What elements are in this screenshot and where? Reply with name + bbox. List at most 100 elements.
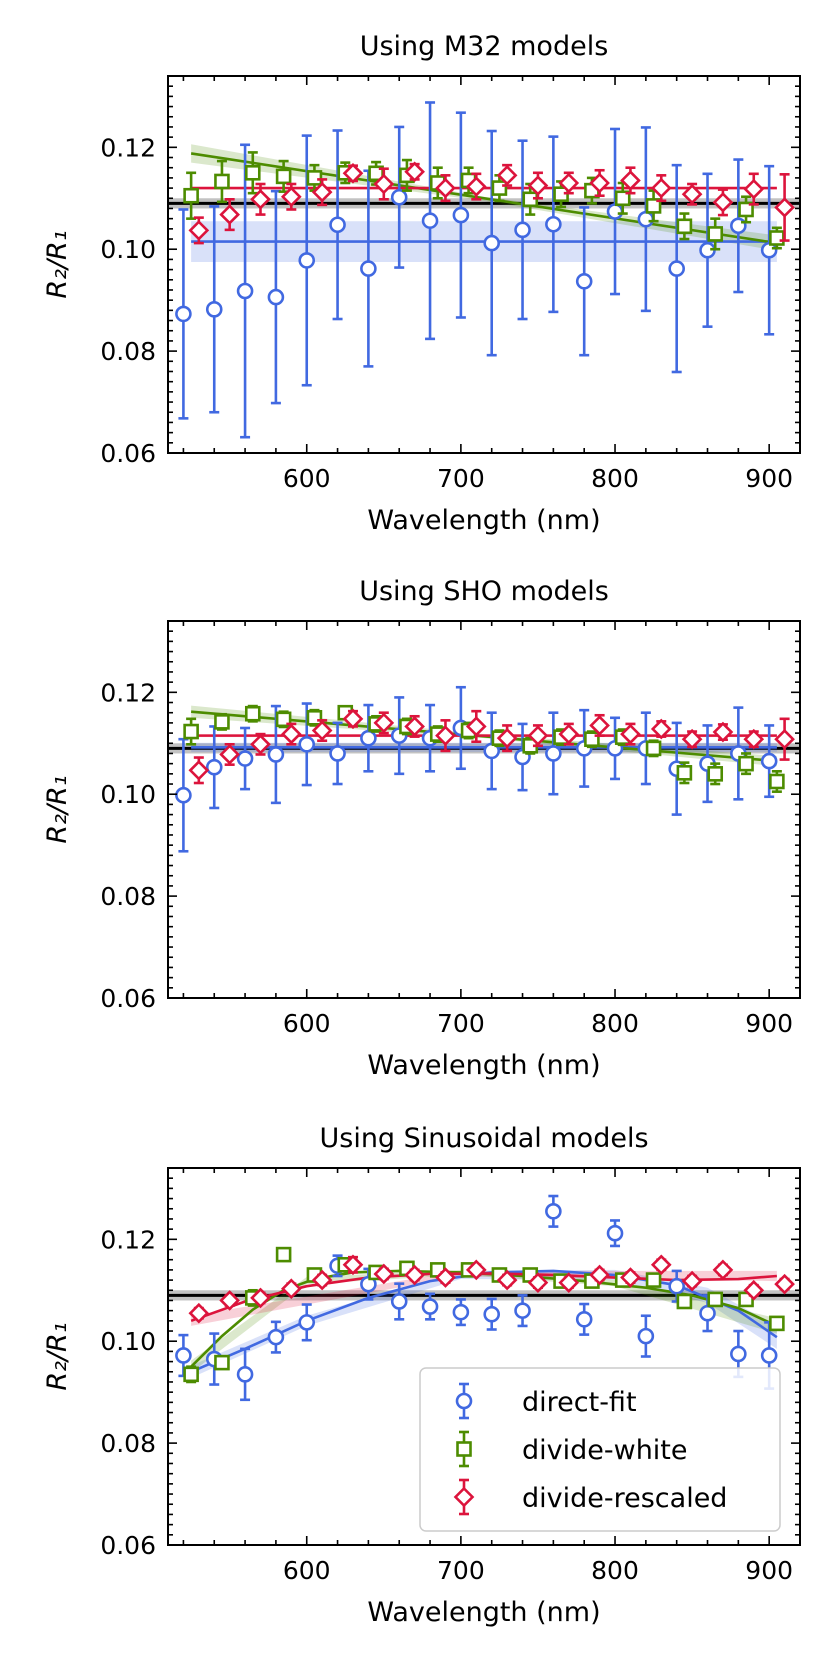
data-point-divide-rescaled xyxy=(435,1267,456,1288)
data-point-direct-fit xyxy=(760,752,778,770)
data-point-divide-rescaled xyxy=(712,721,734,743)
data-point-direct-fit xyxy=(390,1293,408,1310)
data-point-direct-fit xyxy=(637,210,655,228)
data-point-divide-white xyxy=(614,190,631,207)
y-tick-label: 0.12 xyxy=(100,678,156,707)
chart-panel-1: 600 700 800 900 0.06 0.08 0.10 0.12 Using M32 mo… xyxy=(42,31,801,536)
data-point-divide-rescaled xyxy=(589,172,610,194)
data-point-divide-rescaled xyxy=(681,1270,703,1292)
x-tick-label: 600 xyxy=(283,1556,331,1585)
data-point-divide-rescaled xyxy=(250,188,271,210)
data-point-direct-fit xyxy=(421,212,439,229)
x-tick-label: 800 xyxy=(591,1009,639,1038)
data-point-divide-rescaled xyxy=(435,725,456,746)
data-point-divide-white xyxy=(676,218,693,235)
data-point-divide-rescaled xyxy=(496,165,518,186)
data-point-divide-white xyxy=(244,164,261,181)
data-point-divide-rescaled xyxy=(681,728,703,750)
data-point-direct-fit xyxy=(483,1305,501,1323)
data-point-divide-rescaled xyxy=(527,1272,549,1293)
data-point-divide-rescaled xyxy=(496,727,518,749)
legend-marker-divide-rescaled xyxy=(453,1486,475,1508)
data-point-divide-rescaled xyxy=(219,744,240,765)
data-point-divide-white xyxy=(676,765,693,781)
data-point-divide-rescaled xyxy=(404,1264,425,1286)
data-point-direct-fit xyxy=(298,735,316,753)
data-point-divide-rescaled xyxy=(650,177,672,199)
data-point-divide-white xyxy=(214,173,230,190)
data-point-divide-rescaled xyxy=(558,172,580,194)
data-point-divide-rescaled xyxy=(373,173,395,195)
data-point-direct-fit xyxy=(329,745,346,762)
data-point-divide-rescaled xyxy=(373,1263,395,1285)
data-point-divide-rescaled xyxy=(496,1269,518,1291)
data-point-divide-white xyxy=(183,187,199,204)
data-point-divide-rescaled xyxy=(373,712,395,734)
data-point-divide-white xyxy=(214,1354,230,1371)
plot-area xyxy=(168,101,800,439)
data-point-divide-white xyxy=(676,1293,693,1310)
data-point-divide-rescaled xyxy=(311,1269,333,1291)
fit-band-divide-rescaled xyxy=(191,1270,777,1326)
data-point-direct-fit xyxy=(390,188,408,206)
data-point-direct-fit xyxy=(606,1224,624,1242)
data-point-direct-fit xyxy=(267,1328,285,1346)
data-point-divide-rescaled xyxy=(558,723,580,745)
data-point-divide-rescaled xyxy=(743,1279,765,1301)
data-point-direct-fit xyxy=(360,729,377,747)
data-point-divide-rescaled xyxy=(774,197,795,218)
y-tick-label: 0.12 xyxy=(100,1225,156,1254)
data-point-divide-white xyxy=(738,201,754,218)
data-point-divide-rescaled xyxy=(188,1302,210,1324)
y-tick-label: 0.06 xyxy=(100,1531,156,1560)
data-point-divide-white xyxy=(645,1272,662,1288)
data-point-divide-white xyxy=(645,740,662,757)
legend-box xyxy=(419,1367,781,1532)
data-point-divide-rescaled xyxy=(650,718,672,740)
x-axis-label: Wavelength (nm) xyxy=(367,505,600,536)
legend: direct-fit divide-white divide-rescaled xyxy=(419,1367,781,1532)
data-point-direct-fit xyxy=(730,217,747,235)
data-point-divide-white xyxy=(769,773,785,790)
legend-item-divide-white: divide-white xyxy=(456,1430,688,1468)
data-point-direct-fit xyxy=(575,1311,593,1328)
series-divide-rescaled xyxy=(188,708,795,785)
x-tick-label: 900 xyxy=(745,464,793,493)
data-point-direct-fit xyxy=(267,746,285,763)
y-tick-label: 0.06 xyxy=(100,984,156,1013)
plot-area xyxy=(168,1194,800,1402)
x-tick-label: 600 xyxy=(283,464,331,493)
data-point-divide-white xyxy=(645,198,662,214)
axes-frame xyxy=(167,1167,801,1546)
data-point-divide-rescaled xyxy=(558,1272,580,1293)
data-point-divide-rescaled xyxy=(681,183,703,205)
data-point-direct-fit xyxy=(668,260,685,277)
data-point-direct-fit xyxy=(267,288,285,306)
y-axis-label: R₂/R₁ xyxy=(42,230,73,298)
data-point-divide-rescaled xyxy=(342,1254,364,1276)
data-point-direct-fit xyxy=(360,260,377,277)
data-point-direct-fit xyxy=(175,786,192,804)
data-point-divide-rescaled xyxy=(743,728,765,750)
data-point-divide-rescaled xyxy=(342,708,364,730)
data-point-divide-rescaled xyxy=(465,176,487,197)
data-point-direct-fit xyxy=(175,305,192,323)
x-tick-label: 900 xyxy=(745,1009,793,1038)
data-point-direct-fit xyxy=(236,1366,254,1383)
data-point-divide-rescaled xyxy=(620,723,641,745)
x-axis-label: Wavelength (nm) xyxy=(367,1597,600,1628)
y-tick-label: 0.08 xyxy=(100,337,156,366)
data-point-direct-fit xyxy=(298,252,316,269)
data-point-direct-fit xyxy=(175,1347,192,1364)
chart-panel-2: 600 700 800 900 0.06 0.08 0.10 0.12 Using SHO mo… xyxy=(42,576,801,1081)
data-point-direct-fit xyxy=(236,282,254,300)
data-point-direct-fit xyxy=(575,273,593,290)
y-axis-label: R₂/R₁ xyxy=(42,1322,73,1390)
data-point-direct-fit xyxy=(452,1303,470,1321)
data-point-divide-rescaled xyxy=(620,170,641,191)
data-point-divide-rescaled xyxy=(589,715,610,736)
legend-label: divide-rescaled xyxy=(522,1483,727,1514)
data-point-divide-rescaled xyxy=(188,220,210,241)
data-point-direct-fit xyxy=(236,750,254,767)
